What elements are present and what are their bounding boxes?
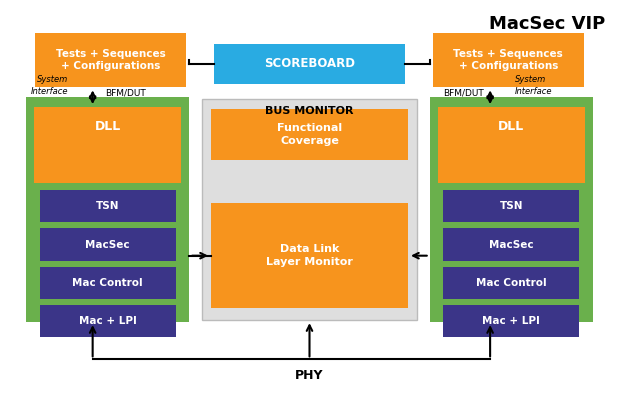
Bar xyxy=(40,305,176,337)
Bar xyxy=(35,33,186,87)
Text: Mac Control: Mac Control xyxy=(72,278,143,288)
Bar xyxy=(40,190,176,223)
Text: MacSec: MacSec xyxy=(489,240,534,249)
Bar xyxy=(26,97,189,322)
Text: Functional
Coverage: Functional Coverage xyxy=(277,123,342,146)
Text: Mac + LPI: Mac + LPI xyxy=(79,316,137,326)
Text: System
Interface: System Interface xyxy=(515,76,552,96)
Bar xyxy=(211,203,408,309)
Bar xyxy=(443,267,579,299)
Text: MacSec: MacSec xyxy=(85,240,130,249)
Bar xyxy=(443,228,579,261)
Bar xyxy=(443,305,579,337)
Bar xyxy=(430,97,593,322)
Text: Data Link
Layer Monitor: Data Link Layer Monitor xyxy=(266,245,353,267)
Bar xyxy=(433,33,584,87)
Text: BFM/DUT: BFM/DUT xyxy=(105,88,145,97)
Bar xyxy=(34,107,181,183)
Text: DLL: DLL xyxy=(498,120,524,133)
Text: Tests + Sequences
+ Configurations: Tests + Sequences + Configurations xyxy=(453,49,563,71)
Text: TSN: TSN xyxy=(96,201,119,211)
Text: SCOREBOARD: SCOREBOARD xyxy=(264,58,355,71)
Bar xyxy=(40,228,176,261)
Text: Mac + LPI: Mac + LPI xyxy=(482,316,540,326)
Bar xyxy=(202,99,417,320)
Bar xyxy=(214,45,405,84)
Text: BUS MONITOR: BUS MONITOR xyxy=(266,106,353,116)
Text: TSN: TSN xyxy=(500,201,523,211)
Text: System
Interface: System Interface xyxy=(30,76,68,96)
Bar xyxy=(438,107,585,183)
Text: Mac Control: Mac Control xyxy=(476,278,547,288)
Text: MacSec VIP: MacSec VIP xyxy=(489,15,605,33)
Text: DLL: DLL xyxy=(95,120,121,133)
Bar xyxy=(211,109,408,160)
Text: Tests + Sequences
+ Configurations: Tests + Sequences + Configurations xyxy=(56,49,166,71)
Text: BFM/DUT: BFM/DUT xyxy=(443,88,484,97)
Text: PHY: PHY xyxy=(295,369,324,382)
Bar xyxy=(40,267,176,299)
Bar xyxy=(443,190,579,223)
